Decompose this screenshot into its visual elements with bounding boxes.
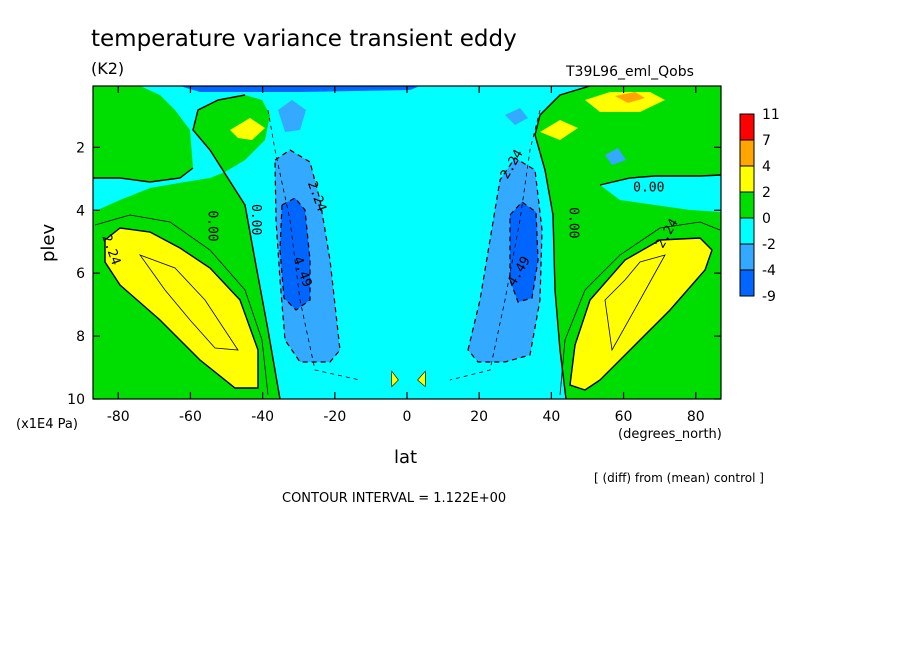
colorbar-label: 2 <box>762 185 771 201</box>
x-tick-label: 20 <box>470 409 488 425</box>
fill-band-blue-left <box>278 100 306 132</box>
colorbar-label: -4 <box>762 263 776 279</box>
colorbar-label: -2 <box>762 237 776 253</box>
colorbar-label: 0 <box>762 211 771 227</box>
y-tick-label: 2 <box>76 140 85 156</box>
fill-band-yellow-right <box>570 238 712 390</box>
fill-band-blue-right <box>505 108 528 125</box>
x-tick-label: 80 <box>687 409 705 425</box>
x-tick-label: -80 <box>107 409 130 425</box>
fill-band-blue-top <box>180 86 420 92</box>
fill-band-yellow-right-mid <box>540 120 578 140</box>
y-tick-label: 8 <box>76 329 85 345</box>
contour-label: 0.00 <box>633 180 664 195</box>
y-tick-label: 4 <box>76 203 85 219</box>
fill-band-green-left <box>93 86 193 182</box>
contour-label: 0.00 <box>204 210 219 241</box>
fill-band-green-right <box>535 86 721 399</box>
x-axis-units: (degrees_north) <box>618 427 722 442</box>
fill-band-blue-right-small <box>605 148 626 165</box>
x-tick-label: -60 <box>179 409 202 425</box>
x-tick-label: 60 <box>615 409 633 425</box>
y-axis-units: (x1E4 Pa) <box>16 417 78 432</box>
fill-band-darkblue-right <box>510 202 538 302</box>
experiment-name: T39L96_eml_Qobs <box>565 64 694 80</box>
triangle-fill-left <box>392 372 398 386</box>
colorbar-swatch <box>739 165 755 193</box>
colorbar-swatch <box>739 139 755 167</box>
contour-label: 0.00 <box>248 204 263 235</box>
contour-lines <box>93 86 721 399</box>
contour-label: 0.00 <box>565 207 580 238</box>
chart-units: (K2) <box>91 59 124 78</box>
colorbar-label: 11 <box>762 107 780 123</box>
contour-interval: CONTOUR INTERVAL = 1.122E+00 <box>282 491 506 506</box>
colorbar-label: -9 <box>762 289 776 305</box>
colorbar-swatch <box>739 269 755 297</box>
x-tick-label: -20 <box>323 409 346 425</box>
x-tick-label: 40 <box>542 409 560 425</box>
y-tick-label: 10 <box>67 392 85 408</box>
x-axis-label: lat <box>394 447 417 468</box>
colorbar: 11 7 4 2 0 -2 -4 -9 <box>739 107 780 305</box>
y-tick-label: 6 <box>76 266 85 282</box>
colorbar-swatch <box>739 191 755 219</box>
fill-band-darkblue-left <box>280 198 310 310</box>
colorbar-label: 7 <box>762 133 771 149</box>
y-axis-label: plev <box>38 223 59 262</box>
colorbar-label: 4 <box>762 159 771 175</box>
colorbar-swatch <box>739 243 755 271</box>
x-tick-label: 0 <box>403 409 412 425</box>
x-tick-label: -40 <box>251 409 274 425</box>
fill-band-yellow-left <box>105 228 258 388</box>
diff-note: [ (diff) from (mean) control ] <box>594 471 764 485</box>
colorbar-swatch <box>739 217 755 245</box>
fill-band-yellow-left-upper <box>230 118 265 140</box>
x-axis: -80 -60 -40 -20 0 20 40 60 80 <box>107 86 705 425</box>
y-axis: 2 4 6 8 10 <box>67 140 721 408</box>
triangle-fill-right <box>418 372 425 386</box>
chart-title: temperature variance transient eddy <box>91 26 517 52</box>
colorbar-swatch <box>739 113 755 141</box>
fill-band-yellow-right-upper <box>585 92 665 112</box>
fill-band-orange-right <box>615 92 645 103</box>
plot-area: 0.00 0.002.242.244.492.244.490.000.002.24 <box>93 86 721 399</box>
